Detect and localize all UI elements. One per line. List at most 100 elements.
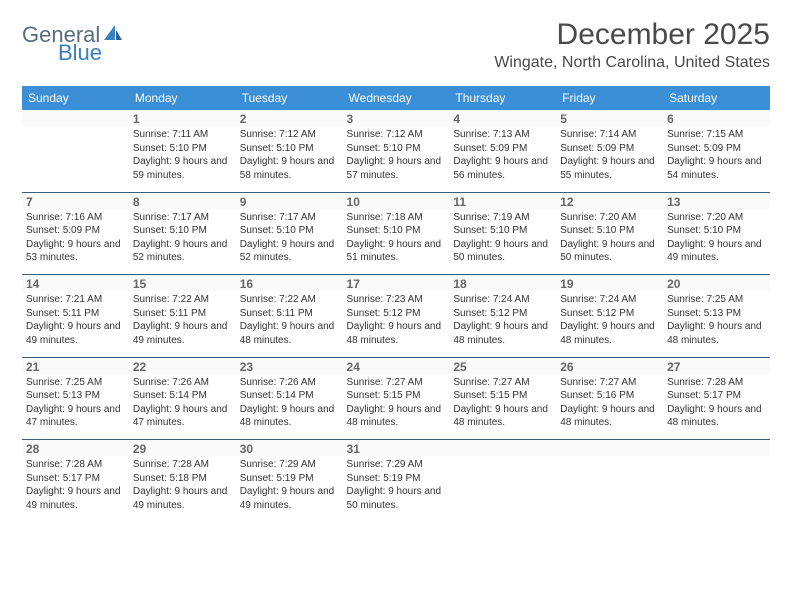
day-number-cell: 20 xyxy=(663,275,770,292)
day-number-cell: 30 xyxy=(236,440,343,457)
sunrise-line: Sunrise: 7:12 AM xyxy=(347,129,423,140)
daylight-line: Daylight: 9 hours and 59 minutes. xyxy=(133,156,228,181)
daylight-line: Daylight: 9 hours and 48 minutes. xyxy=(667,404,762,429)
day-content-cell: Sunrise: 7:18 AMSunset: 5:10 PMDaylight:… xyxy=(343,209,450,275)
sunrise-line: Sunrise: 7:27 AM xyxy=(347,377,423,388)
day-number: 23 xyxy=(238,359,341,374)
sunrise-line: Sunrise: 7:26 AM xyxy=(240,377,316,388)
weekday-header: Monday xyxy=(129,86,236,110)
day-content-cell: Sunrise: 7:23 AMSunset: 5:12 PMDaylight:… xyxy=(343,291,450,357)
sunrise-line: Sunrise: 7:13 AM xyxy=(453,129,529,140)
weekday-header-row: SundayMondayTuesdayWednesdayThursdayFrid… xyxy=(22,86,770,110)
sunrise-line: Sunrise: 7:29 AM xyxy=(347,459,423,470)
day-number-cell: 31 xyxy=(343,440,450,457)
location-subtitle: Wingate, North Carolina, United States xyxy=(494,54,770,72)
sunrise-line: Sunrise: 7:20 AM xyxy=(560,212,636,223)
sunrise-line: Sunrise: 7:22 AM xyxy=(240,294,316,305)
day-content-cell: Sunrise: 7:12 AM Sunset: 5:10 PM Daylight:… xyxy=(236,126,343,192)
daylight-line: Daylight: 9 hours and 47 minutes. xyxy=(133,404,228,429)
sunrise-line: Sunrise: 7:21 AM xyxy=(26,294,102,305)
daylight-line: Daylight: 9 hours and 50 minutes. xyxy=(560,239,655,264)
page-title: December 2025 xyxy=(494,18,770,52)
day-number: 10 xyxy=(345,194,448,209)
sunset-line: Sunset: 5:10 PM xyxy=(347,225,421,236)
day-info: Sunrise: 7:29 AMSunset: 5:19 PMDaylight:… xyxy=(238,456,341,512)
day-number: 25 xyxy=(451,359,554,374)
day-number: 7 xyxy=(24,194,127,209)
day-number-cell xyxy=(556,440,663,457)
sunset-line: Sunset: 5:10 PM xyxy=(453,225,527,236)
sunset-line: Sunset: 5:19 PM xyxy=(347,473,421,484)
sunset-line: Sunset: 5:16 PM xyxy=(560,390,634,401)
day-number: 17 xyxy=(345,276,448,291)
sunrise-line: Sunrise: 7:24 AM xyxy=(453,294,529,305)
day-content-row: Sunrise: 7:25 AMSunset: 5:13 PMDaylight:… xyxy=(22,374,770,440)
day-number-cell: 21 xyxy=(22,357,129,374)
day-number-cell: 12 xyxy=(556,192,663,209)
day-info: Sunrise: 7:17 AMSunset: 5:10 PMDaylight:… xyxy=(131,209,234,265)
daylight-line: Daylight: 9 hours and 58 minutes. xyxy=(240,156,335,181)
day-info: Sunrise: 7:27 AM Sunset: 5:15 PM Daylight:… xyxy=(345,374,448,430)
day-content-cell xyxy=(663,456,770,522)
sunrise-line: Sunrise: 7:27 AM xyxy=(453,377,529,388)
daylight-line: Daylight: 9 hours and 48 minutes. xyxy=(560,321,655,346)
day-info: Sunrise: 7:19 AMSunset: 5:10 PMDaylight:… xyxy=(451,209,554,265)
daylight-line: Daylight: 9 hours and 49 minutes. xyxy=(133,486,228,511)
day-content-cell: Sunrise: 7:27 AM Sunset: 5:15 PM Daylight:… xyxy=(343,374,450,440)
day-number: 28 xyxy=(24,441,127,456)
day-info: Sunrise: 7:28 AMSunset: 5:17 PMDaylight:… xyxy=(24,456,127,512)
sunrise-line: Sunrise: 7:12 AM xyxy=(240,129,316,140)
day-info: Sunrise: 7:17 AMSunset: 5:10 PMDaylight:… xyxy=(238,209,341,265)
daylight-line: Daylight: 9 hours and 48 minutes. xyxy=(347,404,442,429)
sunrise-line: Sunrise: 7:14 AM xyxy=(560,129,636,140)
sunset-line: Sunset: 5:09 PM xyxy=(667,143,741,154)
day-number: 24 xyxy=(345,359,448,374)
sunrise-line: Sunrise: 7:24 AM xyxy=(560,294,636,305)
weekday-header: Tuesday xyxy=(236,86,343,110)
day-number-cell xyxy=(663,440,770,457)
sunrise-line: Sunrise: 7:15 AM xyxy=(667,129,743,140)
daylight-line: Daylight: 9 hours and 49 minutes. xyxy=(667,239,762,264)
day-number: 5 xyxy=(558,111,661,126)
sunrise-line: Sunrise: 7:22 AM xyxy=(133,294,209,305)
day-info: Sunrise: 7:12 AM Sunset: 5:10 PM Daylight:… xyxy=(238,126,341,182)
day-number-row: 78910111213 xyxy=(22,192,770,209)
day-number: 31 xyxy=(345,441,448,456)
day-info: Sunrise: 7:26 AMSunset: 5:14 PMDaylight:… xyxy=(131,374,234,430)
day-info: Sunrise: 7:12 AMSunset: 5:10 PMDaylight:… xyxy=(345,126,448,182)
day-number-cell: 5 xyxy=(556,110,663,126)
day-number-cell: 3 xyxy=(343,110,450,126)
day-content-cell: Sunrise: 7:24 AMSunset: 5:12 PMDaylight:… xyxy=(449,291,556,357)
day-content-cell xyxy=(449,456,556,522)
sunset-line: Sunset: 5:11 PM xyxy=(240,308,313,319)
day-content-cell: Sunrise: 7:20 AMSunset: 5:10 PMDaylight:… xyxy=(663,209,770,275)
day-number: 3 xyxy=(345,111,448,126)
day-number-cell xyxy=(449,440,556,457)
day-number: 13 xyxy=(665,194,768,209)
day-content-cell: Sunrise: 7:13 AM Sunset: 5:09 PM Daylight:… xyxy=(449,126,556,192)
day-number-cell: 2 xyxy=(236,110,343,126)
sunset-line: Sunset: 5:09 PM xyxy=(453,143,527,154)
day-info: Sunrise: 7:20 AMSunset: 5:10 PMDaylight:… xyxy=(665,209,768,265)
sunset-line: Sunset: 5:15 PM xyxy=(347,390,421,401)
day-content-cell: Sunrise: 7:29 AMSunset: 5:19 PMDaylight:… xyxy=(236,456,343,522)
daylight-line: Daylight: 9 hours and 49 minutes. xyxy=(26,321,121,346)
daylight-line: Daylight: 9 hours and 48 minutes. xyxy=(453,404,548,429)
day-number-cell: 16 xyxy=(236,275,343,292)
day-number-cell: 25 xyxy=(449,357,556,374)
day-content-cell: Sunrise: 7:24 AMSunset: 5:12 PMDaylight:… xyxy=(556,291,663,357)
sunset-line: Sunset: 5:17 PM xyxy=(26,473,100,484)
weekday-header: Friday xyxy=(556,86,663,110)
sunset-line: Sunset: 5:10 PM xyxy=(240,143,314,154)
day-number-cell: 7 xyxy=(22,192,129,209)
day-number-cell: 8 xyxy=(129,192,236,209)
day-number: 2 xyxy=(238,111,341,126)
sunrise-line: Sunrise: 7:26 AM xyxy=(133,377,209,388)
sunrise-line: Sunrise: 7:19 AM xyxy=(453,212,529,223)
day-number-cell: 23 xyxy=(236,357,343,374)
sunrise-line: Sunrise: 7:27 AM xyxy=(560,377,636,388)
daylight-line: Daylight: 9 hours and 48 minutes. xyxy=(453,321,548,346)
daylight-line: Daylight: 9 hours and 54 minutes. xyxy=(667,156,762,181)
daylight-line: Daylight: 9 hours and 56 minutes. xyxy=(453,156,548,181)
day-number: 30 xyxy=(238,441,341,456)
